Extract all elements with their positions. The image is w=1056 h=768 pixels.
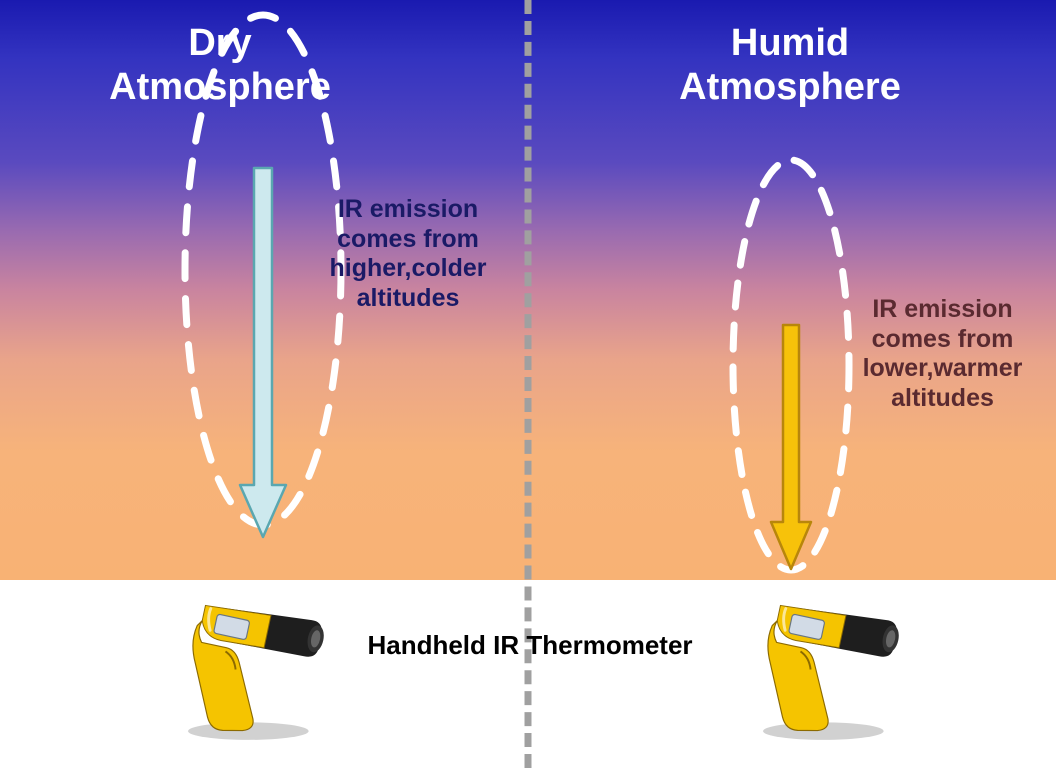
title-dry: DryAtmosphere	[60, 22, 380, 109]
title-humid: HumidAtmosphere	[610, 22, 970, 109]
center-label: Handheld IR Thermometer	[345, 630, 715, 661]
arrow-humid	[767, 322, 815, 572]
thermometer-right	[730, 585, 905, 745]
caption-dry: IR emission comes from higher,colder alt…	[303, 195, 513, 313]
arrow-dry	[236, 165, 290, 540]
caption-humid: IR emission comes from lower,warmer alti…	[840, 295, 1045, 413]
thermometer-left	[155, 585, 330, 745]
